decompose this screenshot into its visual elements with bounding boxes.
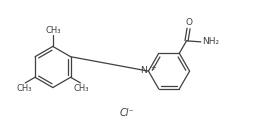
Text: NH₂: NH₂: [202, 37, 219, 46]
Text: CH₃: CH₃: [74, 84, 89, 93]
Text: N: N: [140, 66, 147, 75]
Text: +: +: [150, 64, 156, 70]
Text: Cl⁻: Cl⁻: [120, 108, 134, 118]
Text: CH₃: CH₃: [45, 26, 60, 35]
Text: O: O: [185, 18, 192, 27]
Text: CH₃: CH₃: [16, 84, 32, 93]
